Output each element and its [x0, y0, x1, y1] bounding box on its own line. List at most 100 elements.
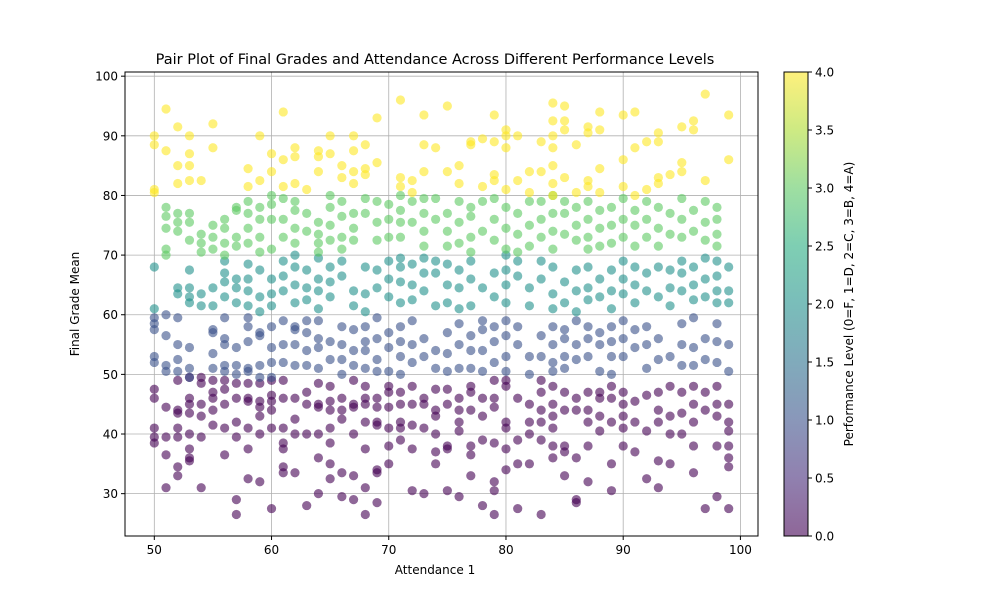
data-point — [583, 262, 593, 272]
data-point — [278, 271, 288, 281]
data-point — [700, 235, 710, 245]
data-point — [220, 339, 230, 350]
data-point — [524, 417, 535, 427]
data-point — [325, 277, 335, 287]
data-point — [325, 235, 335, 245]
data-point — [618, 274, 628, 284]
data-point — [501, 366, 511, 376]
colorbar-label: Performance Level (0=F, 1=D, 2=C, 3=B, 4… — [842, 162, 856, 447]
data-point — [325, 438, 335, 448]
data-point — [559, 387, 570, 397]
data-point — [489, 336, 499, 347]
data-point — [712, 271, 722, 281]
data-point — [559, 208, 570, 218]
data-point — [642, 286, 652, 296]
data-point — [348, 429, 359, 439]
data-point — [548, 143, 558, 153]
data-point — [360, 509, 370, 520]
data-point — [688, 125, 699, 135]
data-point — [173, 339, 183, 350]
data-point — [302, 345, 312, 356]
data-point — [688, 468, 699, 478]
data-point — [712, 298, 722, 308]
data-point — [231, 232, 241, 242]
data-point — [653, 483, 663, 493]
data-point — [290, 298, 300, 308]
data-point — [360, 169, 370, 180]
data-point — [466, 345, 476, 356]
data-point — [536, 509, 546, 520]
data-point — [595, 205, 605, 215]
data-point — [302, 295, 312, 305]
data-point — [208, 143, 218, 153]
data-point — [161, 104, 171, 114]
data-point — [466, 274, 476, 284]
data-point — [384, 232, 394, 242]
data-point — [489, 438, 499, 448]
data-point — [395, 232, 406, 242]
data-point — [372, 354, 382, 365]
data-point — [173, 354, 183, 365]
data-point — [489, 357, 499, 368]
data-point — [665, 169, 675, 180]
data-point — [724, 286, 734, 296]
data-point — [630, 396, 640, 406]
data-point — [384, 274, 394, 284]
data-point — [677, 232, 687, 242]
data-point — [548, 226, 558, 236]
data-point — [606, 220, 617, 230]
data-point — [243, 322, 253, 332]
data-point — [630, 417, 640, 427]
data-point — [665, 208, 675, 218]
data-point — [618, 232, 628, 242]
data-point — [642, 137, 652, 147]
data-point — [173, 208, 183, 218]
data-point — [325, 396, 335, 406]
data-point — [290, 196, 300, 207]
data-point — [618, 387, 628, 397]
data-point — [571, 339, 581, 350]
data-point — [466, 256, 476, 266]
data-point — [372, 196, 382, 207]
data-point — [196, 238, 206, 248]
data-point — [606, 369, 617, 379]
data-point — [630, 241, 640, 251]
data-point — [688, 205, 699, 215]
data-point — [395, 181, 406, 192]
data-point — [548, 322, 558, 332]
data-point — [184, 408, 195, 418]
data-point — [161, 223, 171, 233]
data-point — [419, 253, 429, 263]
data-point — [384, 402, 394, 412]
data-point — [255, 477, 265, 487]
data-point — [325, 149, 335, 159]
data-point — [524, 399, 535, 409]
plot-frame — [124, 71, 759, 537]
data-point — [302, 328, 312, 338]
data-point — [372, 265, 382, 275]
data-point — [149, 384, 159, 394]
data-point — [477, 345, 488, 356]
data-point — [313, 453, 324, 463]
data-point — [313, 304, 324, 314]
data-point — [583, 387, 593, 397]
x-tick-label: 50 — [147, 543, 162, 557]
data-point — [325, 220, 335, 230]
data-point — [454, 405, 464, 415]
data-point — [724, 298, 734, 308]
data-point — [313, 229, 324, 239]
data-point — [454, 319, 464, 329]
data-point — [501, 223, 511, 233]
data-point — [431, 143, 441, 153]
data-point — [407, 259, 417, 269]
data-point — [489, 214, 499, 224]
data-point — [337, 232, 347, 242]
data-point — [161, 450, 171, 460]
data-point — [477, 196, 488, 207]
data-point — [454, 161, 464, 171]
data-point — [688, 342, 699, 353]
data-point — [208, 283, 218, 293]
data-point — [559, 125, 570, 135]
data-point — [583, 333, 593, 344]
data-point — [348, 495, 359, 505]
